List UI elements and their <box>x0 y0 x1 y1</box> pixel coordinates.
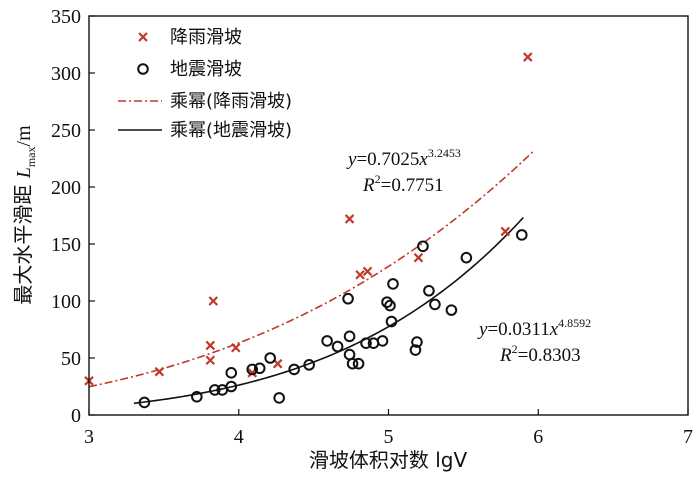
point-earthquake <box>225 380 238 393</box>
y-axis-label-unit: /m <box>13 125 35 147</box>
x-tick-label: 5 <box>384 426 394 448</box>
point-earthquake <box>352 357 365 370</box>
point-earthquake <box>346 357 359 370</box>
point-rain <box>522 52 533 62</box>
legend: 降雨滑坡 地震滑坡 乘幂(降雨滑坡) 乘幂(地震滑坡) <box>118 27 292 141</box>
point-earthquake <box>376 335 389 347</box>
y-tick-label: 250 <box>51 120 81 142</box>
point-earthquake <box>273 392 285 404</box>
y-axis-label-variable: L <box>13 167 35 179</box>
legend-marker-rain <box>138 32 148 42</box>
point-rain <box>500 226 511 237</box>
fit-curve <box>88 150 535 388</box>
point-earthquake <box>288 363 300 376</box>
point-rain <box>208 296 219 306</box>
data-points <box>84 52 533 409</box>
point-earthquake <box>303 359 315 371</box>
y-axis-label: 最大水平滑距 Lmax/m <box>11 125 38 305</box>
point-earthquake <box>429 298 441 311</box>
y-tick-label: 100 <box>51 291 81 313</box>
point-earthquake <box>342 292 354 305</box>
point-rain <box>413 252 424 263</box>
point-earthquake <box>191 390 203 403</box>
point-rain <box>362 266 373 277</box>
point-rain <box>344 214 355 224</box>
point-earthquake <box>409 344 422 356</box>
y-axis-ticks: 0 50 100 150 200 250 300 350 <box>51 6 95 427</box>
y-tick-label: 350 <box>51 6 81 28</box>
fit-curve <box>133 217 524 405</box>
x-tick-label: 4 <box>234 426 244 448</box>
equation-earthquake-fit: y=0.0311x4.8592 <box>477 316 591 340</box>
x-axis-ticks: 3 4 5 6 7 <box>84 409 693 448</box>
point-earthquake <box>343 330 356 343</box>
y-tick-label: 150 <box>51 234 81 256</box>
point-rain <box>230 342 241 353</box>
legend-label-rain: 降雨滑坡 <box>170 27 242 48</box>
equation-earthquake-r2: R2=0.8303 <box>499 342 581 366</box>
equation-rain-r2: R2=0.7751 <box>362 172 444 196</box>
point-earthquake <box>264 352 276 364</box>
x-tick-label: 7 <box>683 426 693 448</box>
y-axis-label-subscript: max <box>24 146 38 167</box>
point-earthquake <box>321 335 333 347</box>
point-earthquake <box>411 336 423 348</box>
point-earthquake <box>423 284 435 297</box>
point-earthquake <box>385 315 398 328</box>
y-tick-label: 50 <box>61 348 81 370</box>
legend-label-rain-fit: 乘幂(降雨滑坡) <box>170 91 292 112</box>
point-earthquake <box>138 396 151 409</box>
equation-earthquake: y=0.0311x4.8592 R2=0.8303 <box>477 316 591 366</box>
point-earthquake <box>381 296 393 308</box>
point-earthquake <box>208 384 221 396</box>
point-rain <box>154 366 165 377</box>
point-rain <box>205 340 216 351</box>
y-tick-label: 200 <box>51 177 81 199</box>
y-axis-label-text: 最大水平滑距 <box>11 178 35 304</box>
point-earthquake <box>417 240 429 253</box>
x-tick-label: 3 <box>84 426 94 448</box>
legend-label-earthquake: 地震滑坡 <box>170 59 242 80</box>
point-rain <box>205 355 216 366</box>
point-earthquake <box>246 363 259 376</box>
y-tick-label: 300 <box>51 63 81 85</box>
point-rain <box>355 270 365 280</box>
x-tick-label: 6 <box>533 426 543 448</box>
y-tick-label: 0 <box>71 405 81 427</box>
point-earthquake <box>460 251 473 264</box>
point-earthquake <box>331 340 344 353</box>
point-earthquake <box>445 304 458 316</box>
x-axis-label: 滑坡体积对数 lgV <box>309 448 468 472</box>
legend-label-earthquake-fit: 乘幂(地震滑坡) <box>170 120 292 141</box>
point-earthquake <box>225 367 238 379</box>
point-earthquake <box>515 229 528 241</box>
fit-lines <box>88 150 535 405</box>
legend-marker-earthquake <box>137 63 149 75</box>
point-earthquake <box>384 299 396 312</box>
equation-rain: y=0.7025x3.2453 R2=0.7751 <box>346 146 461 196</box>
point-earthquake <box>360 337 372 349</box>
point-earthquake <box>253 362 266 375</box>
point-earthquake <box>387 278 399 290</box>
equation-rain-fit: y=0.7025x3.2453 <box>346 146 461 170</box>
